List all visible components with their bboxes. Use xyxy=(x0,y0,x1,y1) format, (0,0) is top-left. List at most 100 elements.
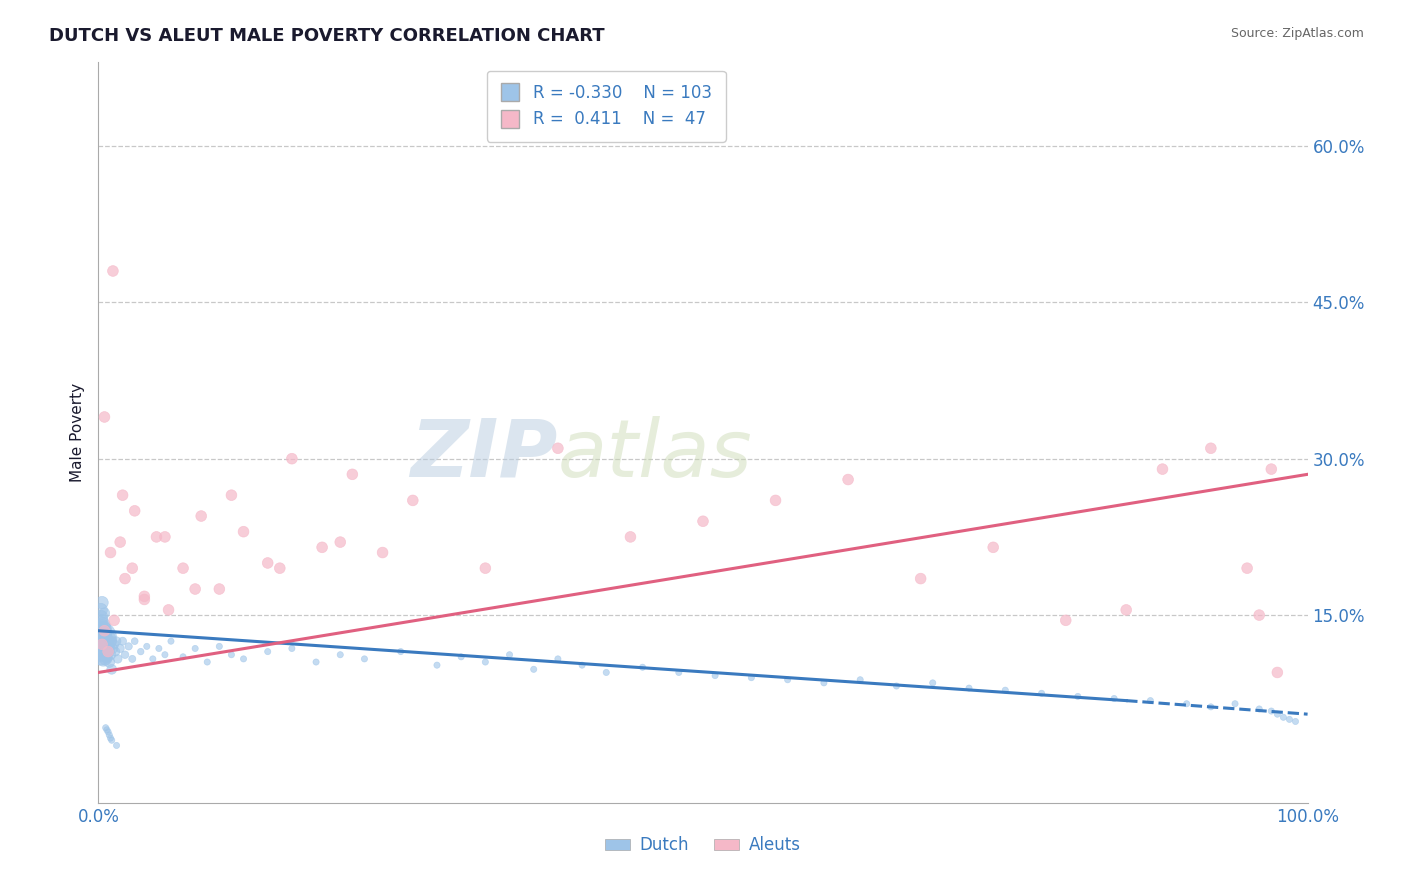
Point xyxy=(93,644,115,658)
Point xyxy=(450,649,472,664)
Point xyxy=(121,561,143,575)
Point xyxy=(91,621,114,635)
Point xyxy=(208,640,231,654)
Point xyxy=(90,627,112,641)
Point xyxy=(101,641,124,656)
Point xyxy=(104,644,127,658)
Point xyxy=(108,641,131,656)
Point xyxy=(89,624,111,638)
Text: DUTCH VS ALEUT MALE POVERTY CORRELATION CHART: DUTCH VS ALEUT MALE POVERTY CORRELATION … xyxy=(49,27,605,45)
Point xyxy=(668,665,690,680)
Point xyxy=(172,649,194,664)
Point xyxy=(124,504,146,518)
Point xyxy=(97,634,120,648)
Point xyxy=(90,610,112,624)
Point xyxy=(90,648,112,662)
Point xyxy=(1278,712,1301,726)
Point xyxy=(886,679,908,693)
Point xyxy=(153,530,176,544)
Point xyxy=(142,652,165,666)
Point xyxy=(426,658,449,673)
Point xyxy=(91,641,114,656)
Point xyxy=(145,530,167,544)
Point xyxy=(93,637,115,651)
Point xyxy=(94,631,117,645)
Point xyxy=(402,493,425,508)
Point xyxy=(94,652,117,666)
Point xyxy=(1267,665,1289,680)
Point xyxy=(765,493,787,508)
Point xyxy=(595,665,617,680)
Point xyxy=(547,652,569,666)
Y-axis label: Male Poverty: Male Poverty xyxy=(69,383,84,483)
Point xyxy=(1249,702,1271,716)
Point xyxy=(93,606,115,620)
Point xyxy=(813,676,835,690)
Point xyxy=(121,652,143,666)
Point xyxy=(921,676,943,690)
Point xyxy=(619,530,641,544)
Point xyxy=(129,644,152,658)
Point xyxy=(105,634,128,648)
Point xyxy=(281,451,304,466)
Text: atlas: atlas xyxy=(558,416,752,494)
Point xyxy=(172,561,194,575)
Point xyxy=(353,652,375,666)
Legend: Dutch, Aleuts: Dutch, Aleuts xyxy=(598,830,808,861)
Point xyxy=(100,731,122,746)
Point xyxy=(269,561,291,575)
Point xyxy=(474,561,496,575)
Point xyxy=(100,733,122,747)
Point xyxy=(305,655,328,669)
Point xyxy=(571,658,593,673)
Point xyxy=(547,442,569,456)
Point xyxy=(103,637,125,651)
Point xyxy=(91,634,114,648)
Point xyxy=(111,488,134,502)
Point xyxy=(389,644,412,658)
Point xyxy=(91,644,114,658)
Point xyxy=(740,671,762,685)
Point xyxy=(256,556,278,570)
Point xyxy=(89,637,111,651)
Point xyxy=(98,655,121,669)
Point xyxy=(704,668,727,682)
Point xyxy=(118,640,141,654)
Point xyxy=(190,509,212,524)
Point xyxy=(1284,714,1306,729)
Point xyxy=(148,641,170,656)
Point xyxy=(195,655,218,669)
Point xyxy=(1223,697,1246,711)
Point xyxy=(114,572,136,586)
Point xyxy=(91,618,114,632)
Point xyxy=(101,264,124,278)
Point xyxy=(994,683,1017,698)
Point xyxy=(1267,707,1289,722)
Point xyxy=(91,637,114,651)
Point xyxy=(1102,691,1125,706)
Point xyxy=(98,641,121,656)
Point xyxy=(98,728,121,742)
Text: ZIP: ZIP xyxy=(411,416,558,494)
Point xyxy=(93,627,115,641)
Point xyxy=(160,634,183,648)
Point xyxy=(371,545,394,559)
Point xyxy=(96,640,118,654)
Point xyxy=(837,473,859,487)
Point xyxy=(91,596,114,610)
Point xyxy=(91,652,114,666)
Point xyxy=(111,634,134,648)
Point xyxy=(221,488,243,502)
Point xyxy=(108,535,131,549)
Point xyxy=(208,582,231,596)
Point xyxy=(93,409,115,424)
Point xyxy=(134,590,156,604)
Point xyxy=(1199,442,1222,456)
Point xyxy=(256,644,278,658)
Point xyxy=(776,673,799,687)
Point xyxy=(1067,690,1090,704)
Point xyxy=(90,641,112,656)
Point xyxy=(105,739,128,753)
Point xyxy=(474,655,496,669)
Point xyxy=(135,640,157,654)
